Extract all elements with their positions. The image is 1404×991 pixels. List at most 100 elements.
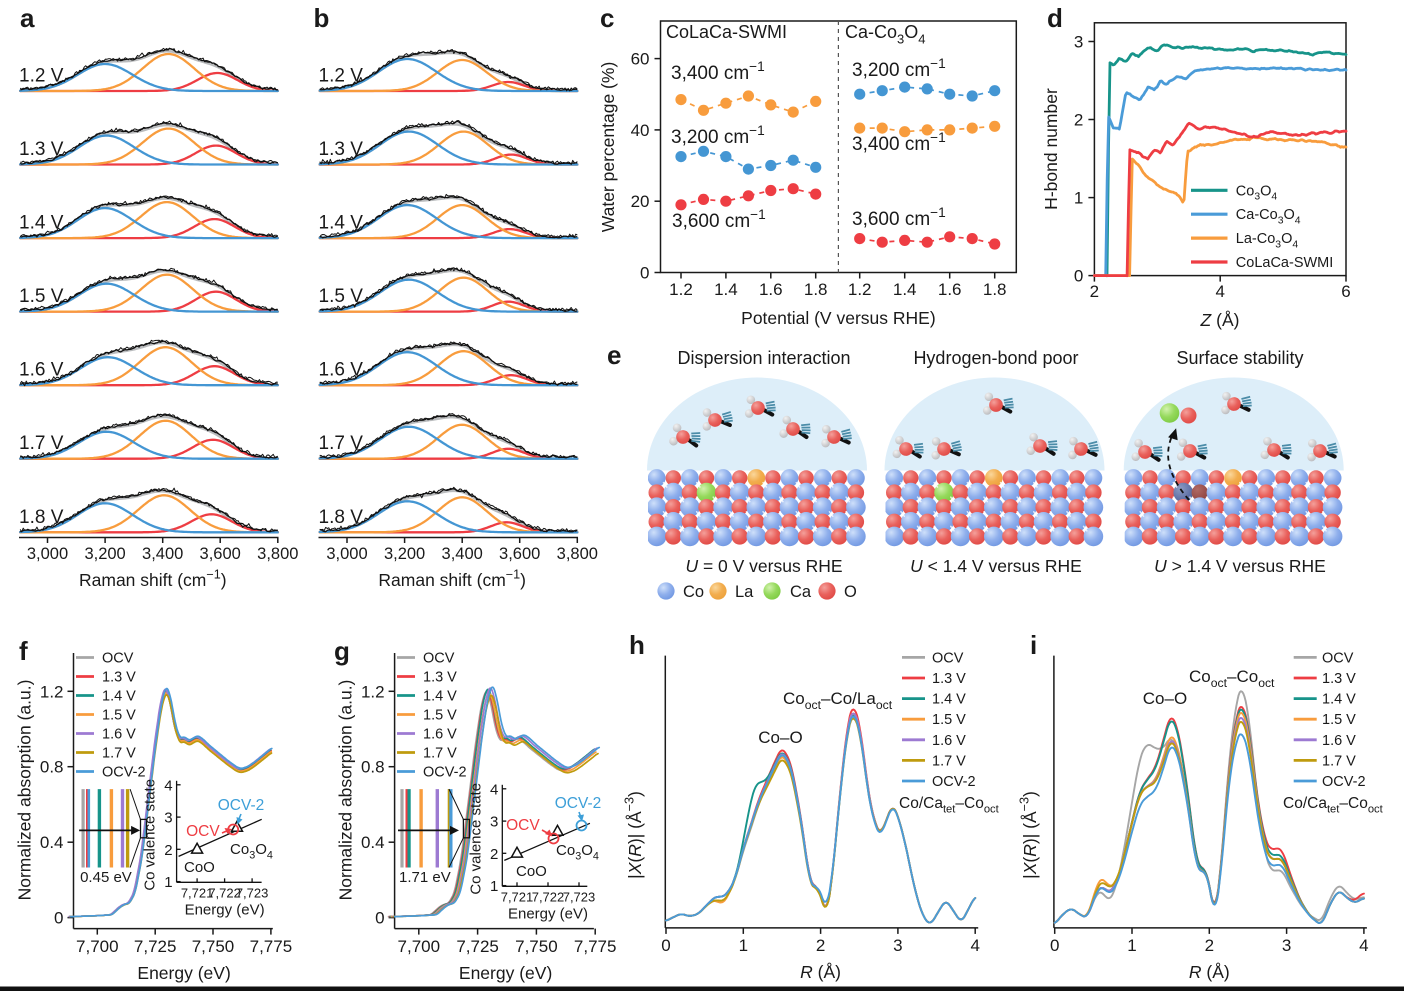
svg-text:1.5 V: 1.5 V (1322, 712, 1356, 728)
svg-text:La: La (735, 583, 754, 601)
svg-text:Energy (eV): Energy (eV) (185, 901, 265, 918)
svg-text:7,700: 7,700 (398, 937, 441, 956)
svg-text:3: 3 (490, 814, 498, 831)
svg-text:2: 2 (1090, 282, 1099, 301)
svg-text:Normalized absorption (a.u.): Normalized absorption (a.u.) (15, 680, 35, 901)
svg-text:H-bond number: H-bond number (1041, 88, 1061, 210)
svg-text:1.2: 1.2 (361, 682, 385, 701)
svg-text:OCV-2: OCV-2 (555, 795, 602, 812)
svg-text:7,750: 7,750 (192, 937, 235, 956)
svg-text:|X(R)| (Å−3​): |X(R)| (Å−3​) (1018, 791, 1040, 879)
svg-text:OCV: OCV (932, 650, 964, 666)
svg-text:Co/Catet​–Cooct​: Co/Catet​–Cooct​ (899, 795, 1000, 816)
svg-text:0.4: 0.4 (361, 833, 385, 852)
svg-text:|X(R)| (Å−3​): |X(R)| (Å−3​) (623, 791, 645, 879)
svg-text:0.8: 0.8 (40, 758, 64, 777)
svg-text:OCV: OCV (102, 651, 134, 667)
svg-text:h: h (629, 630, 645, 660)
svg-text:0: 0 (640, 264, 649, 283)
svg-text:1.4 V: 1.4 V (932, 692, 966, 708)
svg-text:OCV-2: OCV-2 (423, 765, 467, 781)
svg-text:2: 2 (164, 842, 172, 859)
svg-text:1.4 V: 1.4 V (319, 213, 364, 234)
svg-text:Ca-Co3​O4​: Ca-Co3​O4​ (1236, 207, 1301, 226)
svg-text:Co–O: Co–O (1143, 689, 1187, 708)
svg-text:OCV: OCV (423, 651, 455, 667)
svg-text:1.8: 1.8 (983, 280, 1007, 299)
svg-text:1: 1 (490, 878, 498, 895)
svg-text:Energy (eV): Energy (eV) (459, 963, 552, 983)
svg-text:1.3 V: 1.3 V (932, 671, 966, 687)
svg-text:1.7 V: 1.7 V (19, 433, 64, 454)
svg-text:40: 40 (631, 121, 650, 140)
svg-text:7,775: 7,775 (250, 937, 293, 956)
svg-text:0: 0 (54, 909, 63, 928)
svg-text:R (Å): R (Å) (800, 962, 841, 982)
svg-text:3: 3 (893, 936, 902, 955)
svg-text:3,200: 3,200 (84, 545, 125, 563)
svg-text:1.7 V: 1.7 V (1322, 753, 1356, 769)
svg-text:CoLaCa-SWMI: CoLaCa-SWMI (666, 22, 787, 42)
svg-text:3,600: 3,600 (499, 545, 540, 563)
svg-text:1.2: 1.2 (669, 280, 693, 299)
svg-text:1.5 V: 1.5 V (932, 712, 966, 728)
svg-text:20: 20 (631, 192, 650, 211)
svg-text:1: 1 (739, 936, 748, 955)
svg-text:1.8: 1.8 (804, 280, 828, 299)
svg-text:1.8 V: 1.8 V (19, 507, 64, 528)
svg-text:3,800: 3,800 (557, 545, 598, 563)
svg-text:Co3​O4​: Co3​O4​ (1236, 183, 1278, 202)
svg-text:1: 1 (164, 874, 172, 891)
svg-text:1.2 V: 1.2 V (319, 66, 364, 87)
svg-text:1.6 V: 1.6 V (19, 360, 64, 381)
svg-text:0: 0 (1074, 267, 1083, 286)
svg-text:U < 1.4 V versus RHE: U < 1.4 V versus RHE (910, 556, 1082, 576)
svg-text:OCV-2: OCV-2 (218, 797, 265, 814)
svg-text:2: 2 (816, 936, 825, 955)
svg-text:U > 1.4 V versus RHE: U > 1.4 V versus RHE (1154, 556, 1326, 576)
svg-text:b: b (314, 3, 330, 33)
svg-text:Surface stability: Surface stability (1176, 348, 1303, 368)
svg-text:3: 3 (164, 810, 172, 827)
svg-text:1.4 V: 1.4 V (102, 689, 136, 705)
svg-text:OCV-2: OCV-2 (1322, 774, 1366, 790)
svg-text:Dispersion interaction: Dispersion interaction (677, 348, 850, 368)
svg-text:60: 60 (631, 50, 650, 69)
svg-text:3,000: 3,000 (326, 545, 367, 563)
svg-text:1.3 V: 1.3 V (423, 670, 457, 686)
svg-text:Energy (eV): Energy (eV) (508, 905, 588, 922)
svg-text:1.8 V: 1.8 V (319, 507, 364, 528)
svg-text:Co3​O4​: Co3​O4​ (556, 842, 599, 863)
svg-text:1.7 V: 1.7 V (932, 753, 966, 769)
svg-text:Co valence state: Co valence state (142, 779, 159, 891)
svg-text:La-Co3​O4​: La-Co3​O4​ (1236, 231, 1299, 250)
svg-text:1.7 V: 1.7 V (319, 433, 364, 454)
svg-text:CoLaCa-SWMI: CoLaCa-SWMI (1236, 255, 1334, 271)
svg-text:7,722: 7,722 (532, 889, 565, 904)
svg-text:1.2 V: 1.2 V (19, 66, 64, 87)
svg-text:1.3 V: 1.3 V (1322, 671, 1356, 687)
svg-text:e: e (607, 340, 621, 370)
svg-text:7,725: 7,725 (456, 937, 499, 956)
svg-text:1.4: 1.4 (893, 280, 917, 299)
svg-text:R (Å): R (Å) (1189, 962, 1230, 982)
svg-text:Water percentage (%): Water percentage (%) (598, 62, 618, 233)
svg-text:3,600 cm−1​: 3,600 cm−1​ (672, 207, 766, 232)
svg-text:Potential (V versus RHE): Potential (V versus RHE) (741, 308, 936, 328)
svg-text:Cooct​–Cooct​: Cooct​–Cooct​ (1189, 667, 1275, 690)
svg-text:1: 1 (1074, 189, 1083, 208)
svg-text:7,723: 7,723 (236, 885, 269, 900)
svg-text:3,000: 3,000 (27, 545, 68, 563)
svg-text:7,721: 7,721 (501, 889, 534, 904)
svg-text:7,725: 7,725 (134, 937, 177, 956)
svg-text:7,721: 7,721 (181, 885, 214, 900)
svg-text:1.6 V: 1.6 V (102, 727, 136, 743)
svg-text:3,200: 3,200 (384, 545, 425, 563)
svg-text:O: O (844, 583, 857, 601)
svg-text:0: 0 (661, 936, 670, 955)
svg-text:4: 4 (970, 936, 979, 955)
svg-text:3,400: 3,400 (442, 545, 483, 563)
svg-text:1.6: 1.6 (759, 280, 783, 299)
svg-text:1.4 V: 1.4 V (423, 689, 457, 705)
svg-text:0.45 eV: 0.45 eV (80, 869, 132, 886)
